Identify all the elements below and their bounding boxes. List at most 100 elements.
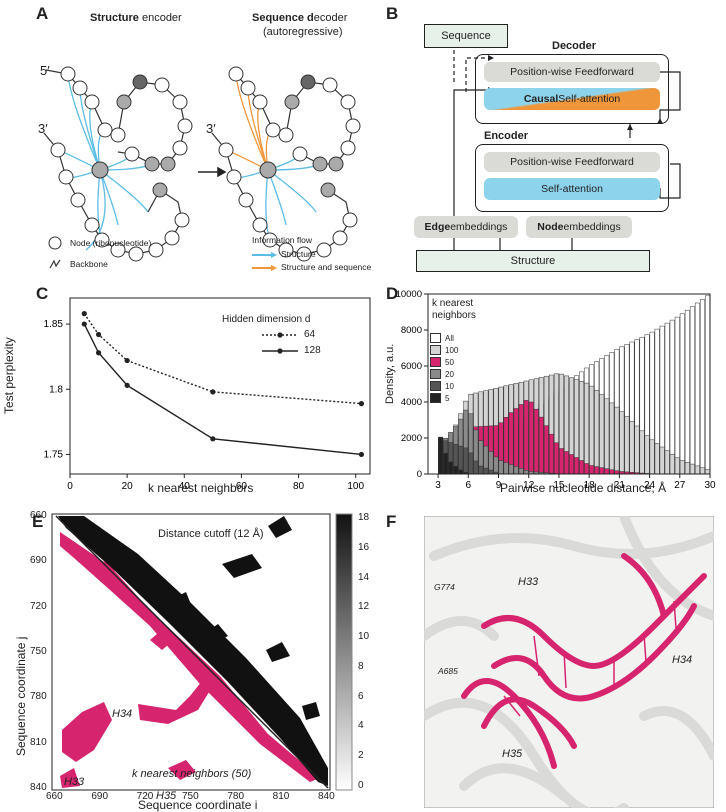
colorbar [335,513,353,791]
d-bar-10 [473,460,479,475]
e-ytick-label: 720 [30,600,47,612]
d-xtick-label: 18 [584,480,596,491]
decoder-block [475,54,669,124]
d-bar-50 [579,460,585,475]
d-xtick-label: 3 [435,480,441,491]
e-colorbar-tick: 6 [358,690,364,702]
d-bar-50 [528,401,534,475]
e-xtick-label: 840 [318,791,335,802]
c-point-128 [210,436,216,442]
c-legend-marker-128 [277,348,283,354]
d-bar-All [674,316,680,475]
encoder-nodes [50,66,193,262]
d-bar-50 [599,467,605,475]
panel-a: A Structure encoder Sequence decoder (au… [0,0,380,280]
label-a685: A685 [438,666,458,676]
e-lower-label: k nearest neighbors (50) [132,768,252,780]
d-bar-10 [468,452,474,475]
e-ylabel: Sequence coordinate j [14,636,28,756]
d-bar-50 [538,416,544,475]
d-bar-All [684,309,690,475]
c-point-128 [95,350,102,356]
distance-histogram: 3 6 9 12 15 18 21 24 27 30 0 2000 4000 6000 8000 10000 [396,289,716,491]
perplexity-chart: 0 20 40 60 80 100 1.75 1.8 1.85 [44,297,371,492]
d-legend-label: All [445,333,454,343]
d-bar-50 [564,451,569,475]
panel-label-f: F [386,512,397,531]
d-bar-100 [684,462,690,475]
c-point-64 [210,389,216,395]
c-point-128 [81,321,87,327]
three-prime-right: 3′ [206,121,216,136]
d-ytick-label: 2000 [401,433,422,444]
decoder-ffn: Position-wise Feedforward [484,62,660,82]
d-bar-100 [644,435,650,475]
c-xtick-label: 40 [179,481,191,492]
d-bar-100 [624,416,630,475]
e-ytick-label: 690 [30,555,47,567]
d-ytick-label: 8000 [401,325,422,336]
d-bar-100 [614,406,620,475]
d-legend-item: 100 [430,344,458,356]
legend-backbone: Backbone [70,259,108,269]
c-ytick-label: 1.8 [49,384,63,395]
d-legend-item: All [430,332,458,344]
c-legend-marker-64 [277,332,283,338]
legend-node-icon [48,236,62,250]
d-xtick-label: 15 [553,480,565,491]
d-bar-50 [518,404,524,475]
decoder-label: Decoder [552,40,597,52]
c-xtick-label: 20 [122,481,134,492]
rna-3d-structure [424,516,714,808]
d-plot-frame [427,293,711,475]
label-g774: G774 [434,582,455,592]
c-legend-64: 64 [304,329,316,340]
sequence-box: Sequence [424,24,508,48]
d-xtick-label: 6 [466,480,472,491]
d-bar-10 [463,447,469,475]
c-series-line-128 [83,323,362,456]
e-xtick-label: 720 [136,791,154,802]
d-bar-All [689,306,695,475]
d-bar-50 [548,433,554,475]
d-bar-100 [679,460,685,475]
decoder-nodes [218,66,361,262]
d-legend-swatch [430,333,441,343]
diagonal [55,515,329,789]
e-ytick-label: 750 [30,646,47,657]
d-ytick-label: 0 [417,469,422,480]
legend-structure-arrow-icon [252,252,277,258]
knn-contacts [60,532,320,788]
d-bar-100 [694,465,700,475]
d-bar-100 [609,402,615,475]
encoder-ffn: Position-wise Feedforward [484,152,660,172]
d-bar-20 [503,462,509,475]
d-ylabel: Density, a.u. [384,343,396,404]
d-bar-5 [458,469,464,475]
d-bar-All [699,299,705,475]
d-bar-100 [599,394,605,475]
d-bar-20 [508,464,514,475]
c-xtick-label: 80 [293,481,305,492]
d-legend-swatch [430,381,441,391]
contact-map [51,513,353,791]
highlighted-helices [461,553,707,769]
d-legend-swatch [430,345,441,355]
c-xlabel: k nearest neighbors [148,481,254,495]
d-legend-label: 100 [445,345,459,355]
panel-label-e: E [32,512,44,531]
panel-label-a: A [36,4,49,23]
e-xtick-label: 750 [182,791,199,802]
encoder-block [475,144,669,212]
c-ytick-label: 1.85 [44,319,64,330]
d-bar-All [705,295,710,475]
d-bar-100 [664,450,670,475]
d-bar-100 [659,446,665,475]
d-legend-swatch [430,393,441,403]
d-bar-10 [478,465,484,475]
encoder-label: Encoder [484,130,529,142]
decoder-subtitle: (autoregressive) [263,26,343,38]
d-xtick-label: 21 [614,480,626,491]
e-colorbar-tick: 16 [358,541,370,553]
c-point-64 [358,401,365,407]
